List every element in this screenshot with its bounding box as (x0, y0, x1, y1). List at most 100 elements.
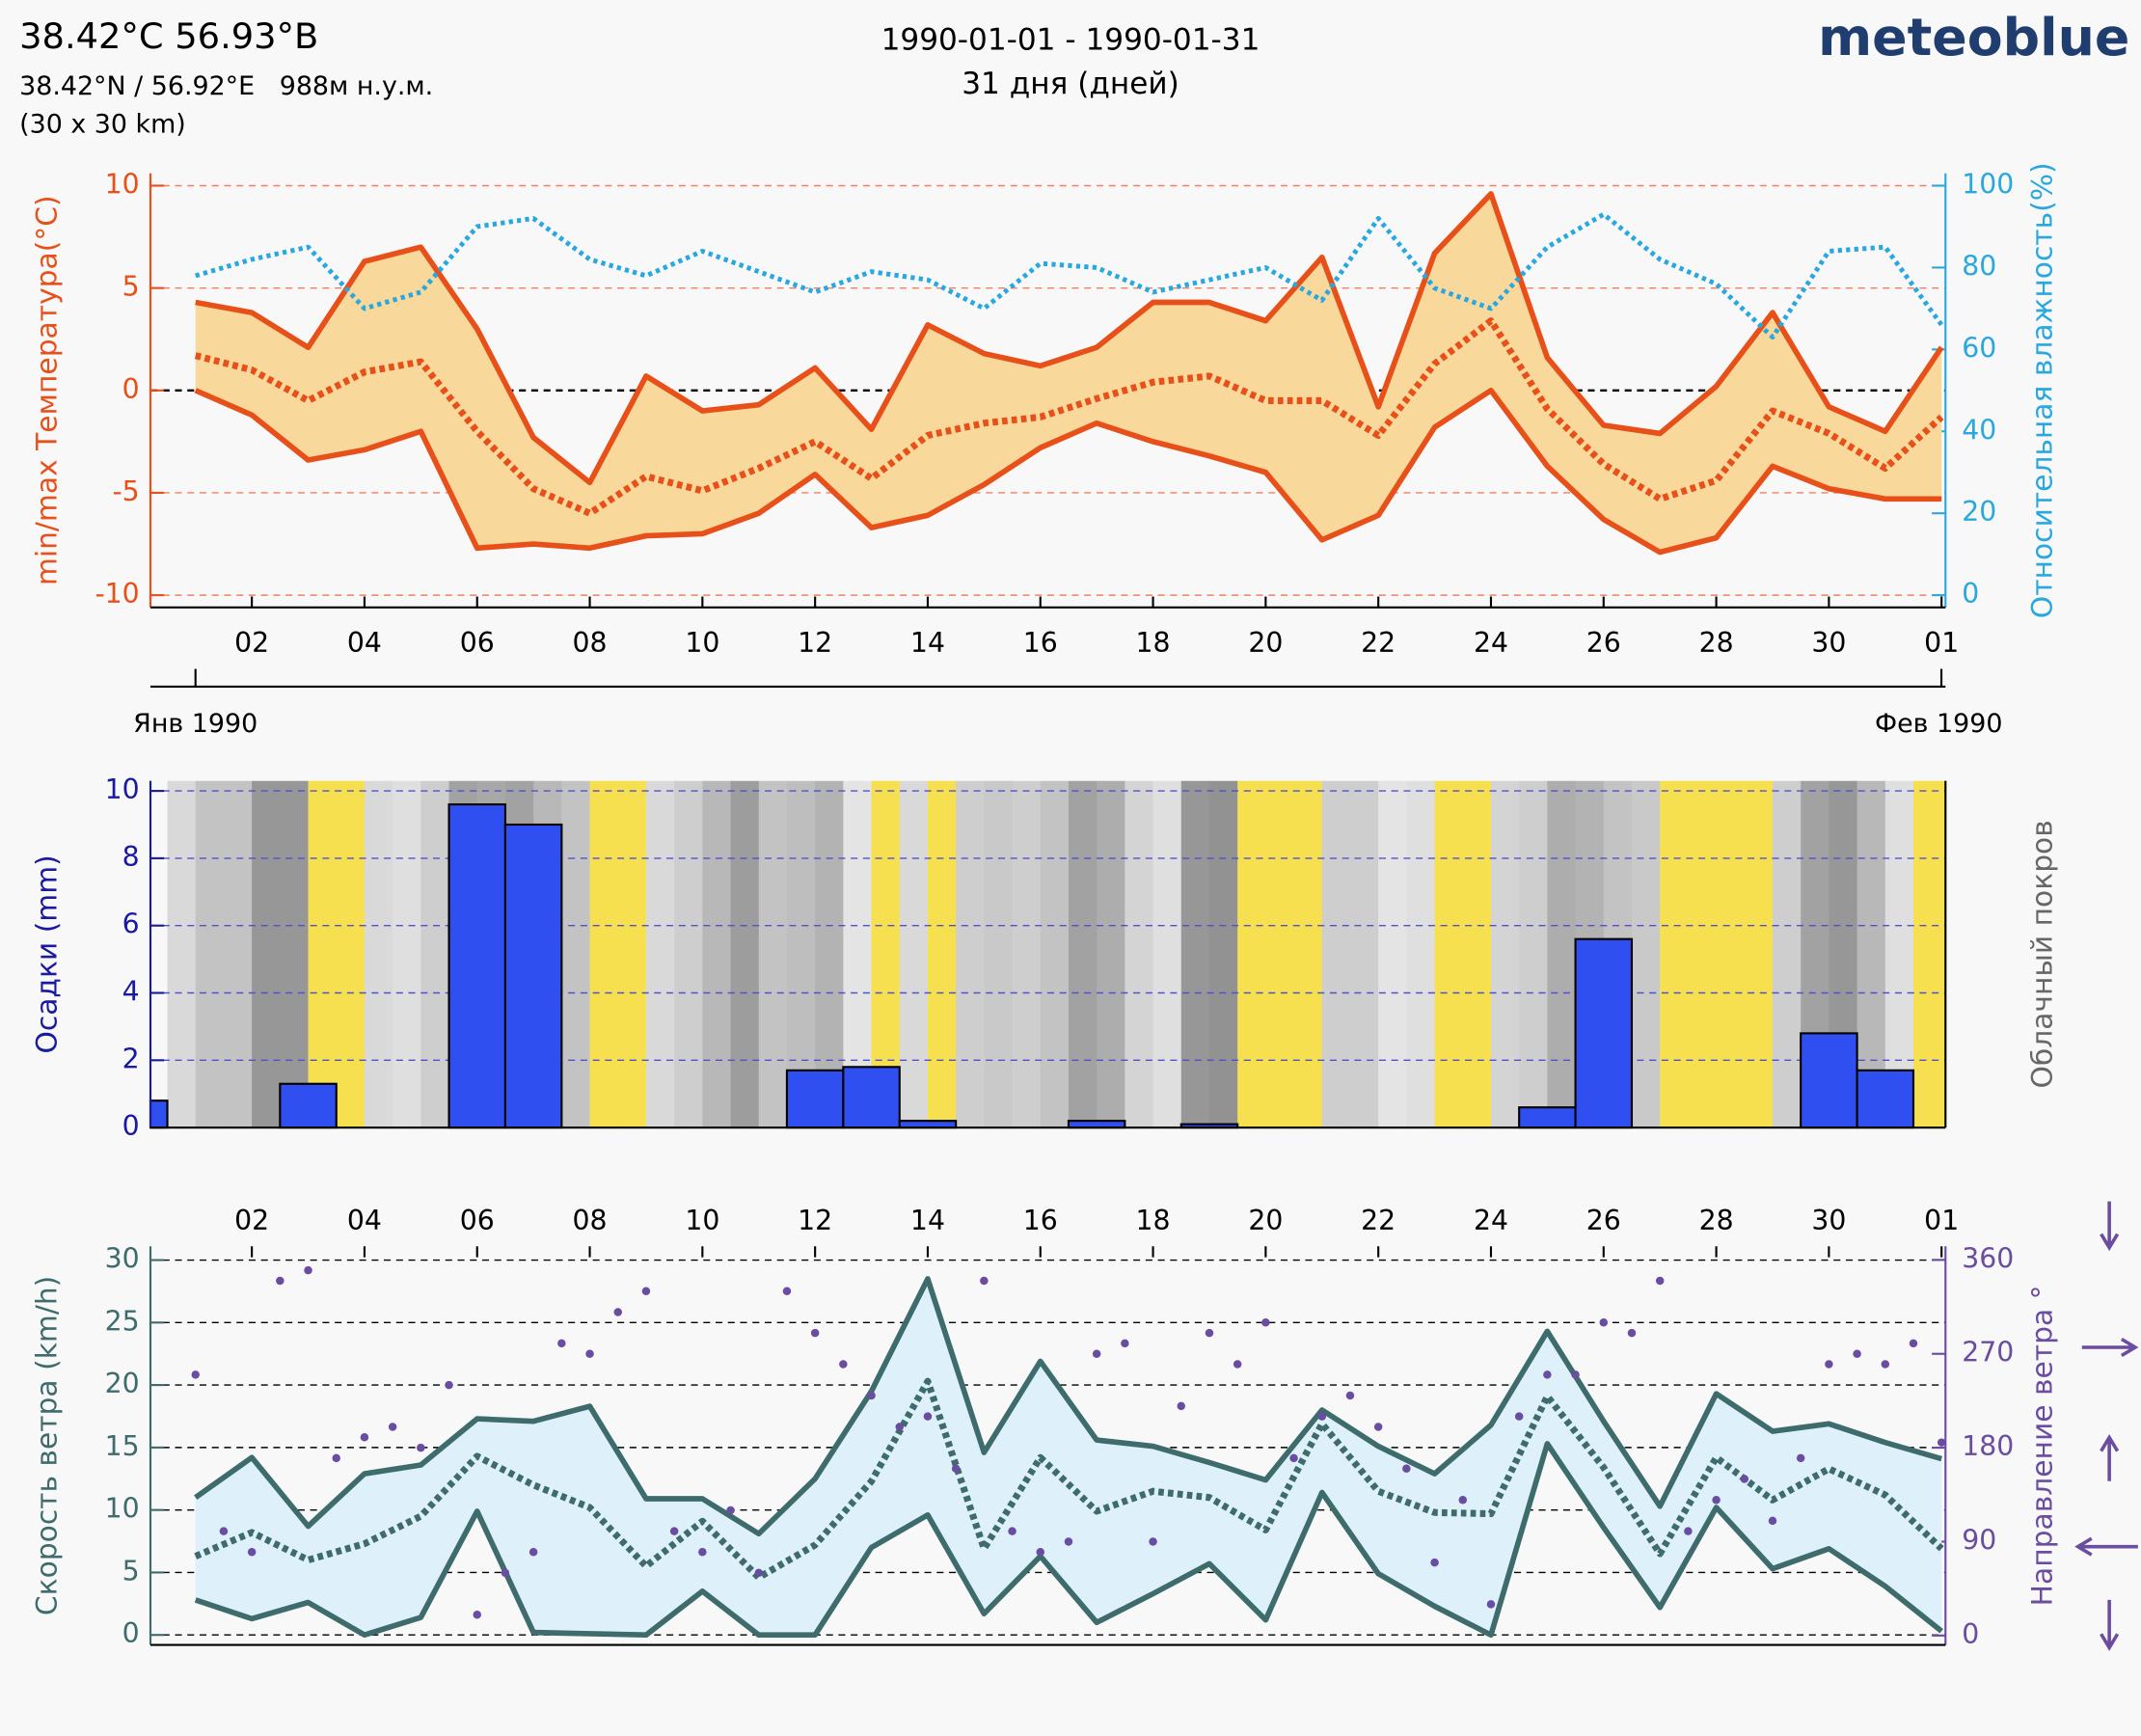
direction-dot (1092, 1349, 1101, 1358)
direction-dot (1430, 1558, 1439, 1567)
y-tick-label: 30 (105, 1243, 140, 1275)
y-tick-label: 8 (122, 841, 140, 873)
cloud-cover (1125, 780, 1154, 1128)
bar (503, 823, 563, 1129)
cloud-cover (1152, 780, 1182, 1128)
x-tick-label: 02 (234, 627, 269, 659)
y-tick-label: 25 (105, 1305, 140, 1337)
cloud-cover (1321, 780, 1351, 1128)
bar (1856, 1069, 1915, 1129)
direction-dot (923, 1412, 933, 1421)
direction-dot (1514, 1412, 1524, 1421)
dashed-line (194, 317, 1944, 517)
direction-dot (1881, 1360, 1890, 1369)
direction-dot (1402, 1464, 1411, 1473)
cloud-cover (1631, 780, 1661, 1128)
arrow-south (2100, 1599, 2120, 1651)
x-tick-label: 22 (1361, 627, 1396, 659)
y-tick-label: 10 (105, 168, 140, 200)
cloud-cover (1490, 780, 1520, 1128)
y-axis-label: min/max Температура(°C) (30, 195, 64, 585)
y-tick-label: -10 (95, 578, 139, 610)
x-tick-label: 08 (573, 627, 608, 659)
direction-dot (1205, 1328, 1214, 1338)
y2-tick-label: 0 (1962, 1618, 1979, 1650)
direction-dot (754, 1568, 763, 1578)
direction-dot (1740, 1475, 1749, 1483)
cloud-cover (1097, 780, 1126, 1128)
direction-dot (895, 1423, 905, 1431)
direction-dot (867, 1391, 876, 1400)
cloud-cover (899, 780, 929, 1128)
y-tick-label: 10 (105, 773, 140, 805)
y2-tick-label: 100 (1962, 168, 2014, 200)
bar (447, 802, 507, 1129)
y-tick-label: 4 (122, 976, 140, 1008)
cloud-cover (195, 780, 225, 1128)
cloud-cover (1462, 780, 1492, 1128)
arrow-north (2100, 1433, 2120, 1481)
y-tick-label: 15 (105, 1430, 140, 1462)
cloud-cover (223, 780, 253, 1128)
direction-dot (1317, 1412, 1327, 1421)
month-label: Янв 1990 (133, 709, 257, 739)
direction-dot (1599, 1318, 1609, 1327)
panel: 0 2 4 6 8 10 Осадки (mm) Облачный покров (30, 773, 2059, 1142)
cloud-cover (1744, 780, 1774, 1128)
y-tick-label: -5 (112, 475, 139, 507)
x-tick-label: 02 (234, 1205, 269, 1236)
line (194, 387, 1942, 556)
x-tick-label: 28 (1699, 1205, 1734, 1236)
cloud-cover (927, 780, 957, 1128)
x-tick-label: 24 (1474, 627, 1508, 659)
bar (842, 1066, 901, 1129)
y-axis-label: Осадки (mm) (30, 854, 64, 1053)
direction-dot (557, 1339, 566, 1348)
cloud-cover (1660, 780, 1690, 1128)
cloud-cover (167, 780, 197, 1128)
cloud-cover (956, 780, 986, 1128)
cloud-cover (1293, 780, 1323, 1128)
cloud-cover (758, 780, 788, 1128)
direction-dot (1825, 1360, 1833, 1369)
cloud-cover (336, 780, 366, 1128)
direction-dot (951, 1464, 961, 1473)
x-tick-label: 04 (347, 627, 382, 659)
cloud-cover (420, 780, 450, 1128)
cloud-cover (1237, 780, 1267, 1128)
direction-dot (1121, 1339, 1129, 1348)
direction-dot (1289, 1453, 1298, 1463)
dashed-line (194, 1377, 1944, 1582)
direction-dot (1458, 1495, 1468, 1505)
x-tick-label: 14 (910, 627, 945, 659)
cloud-cover (1519, 780, 1549, 1128)
y-tick-label: 5 (122, 271, 140, 303)
cloud-cover (702, 780, 732, 1128)
title: 38.42°C 56.93°B (19, 15, 318, 57)
x-tick-label: 08 (573, 1205, 608, 1236)
y2-tick-label: 180 (1962, 1430, 2014, 1462)
cloud-cover (561, 780, 591, 1128)
direction-dot (1684, 1527, 1693, 1535)
x-tick-label: 10 (685, 1205, 719, 1236)
direction-dot (332, 1453, 340, 1463)
panel: 0 5 10 15 20 25 30 0 90 180 270 360 02 04 06 08 10 12 14 16… (30, 1205, 2059, 1650)
y-tick-label: 2 (122, 1043, 140, 1074)
x-tick-label: 12 (798, 627, 832, 659)
x-tick-label: 20 (1248, 1205, 1283, 1236)
cloud-cover (1406, 780, 1436, 1128)
line (195, 191, 1944, 486)
direction-dot (417, 1443, 425, 1452)
x-tick-label: 24 (1474, 1205, 1508, 1236)
direction-arrows (2074, 1201, 2139, 1651)
cloud-cover (1265, 780, 1295, 1128)
direction-dot (669, 1527, 679, 1535)
y-tick-label: 5 (122, 1555, 140, 1587)
direction-dot (1543, 1370, 1552, 1379)
cloud-cover (1912, 780, 1942, 1128)
cloud-cover (730, 780, 760, 1128)
cloud-cover (1012, 780, 1042, 1128)
cloud-cover (1547, 780, 1577, 1128)
cloud-cover (1068, 780, 1098, 1128)
